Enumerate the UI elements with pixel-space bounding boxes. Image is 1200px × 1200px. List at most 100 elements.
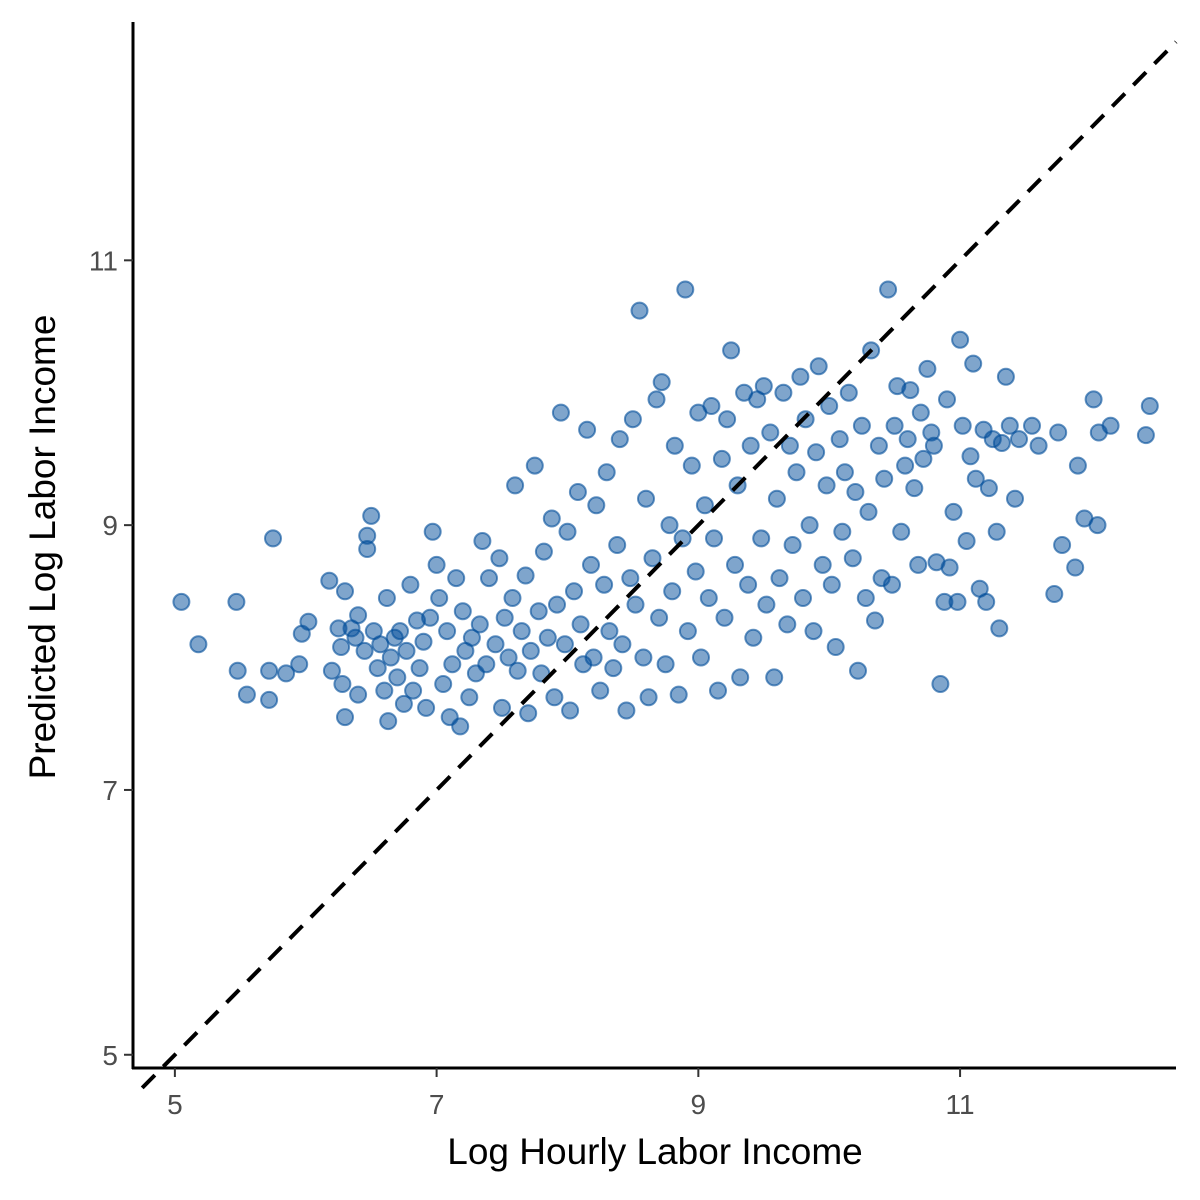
data-point: [332, 638, 351, 656]
data-point: [1045, 585, 1064, 603]
data-point: [656, 655, 675, 674]
data-point: [529, 602, 548, 621]
data-point: [702, 397, 721, 415]
data-point: [757, 595, 776, 614]
data-point: [678, 622, 697, 641]
y-tick-label: 9: [102, 510, 118, 541]
data-point: [885, 416, 904, 435]
data-point: [712, 449, 731, 468]
data-point: [417, 698, 436, 717]
data-point: [992, 434, 1011, 452]
data-point: [548, 595, 566, 614]
data-point: [584, 648, 603, 667]
data-point: [804, 622, 823, 641]
data-point: [1088, 516, 1107, 535]
data-point: [470, 615, 489, 634]
data-point: [1140, 397, 1159, 415]
data-point: [676, 280, 695, 299]
data-point: [718, 410, 737, 429]
data-point: [813, 555, 832, 574]
data-point: [957, 532, 976, 550]
data-point: [669, 685, 688, 704]
data-point: [508, 661, 527, 680]
data-point: [1023, 416, 1041, 435]
data-point: [961, 447, 980, 466]
data-point: [404, 681, 423, 700]
data-point: [394, 694, 413, 713]
data-point: [794, 589, 812, 607]
data-point: [578, 420, 597, 439]
data-point: [595, 575, 614, 594]
data-point: [453, 602, 472, 621]
data-point: [826, 638, 845, 656]
data-point: [516, 566, 535, 585]
data-point: [495, 608, 514, 627]
data-point: [1066, 558, 1085, 577]
data-point: [473, 532, 492, 550]
data-point: [807, 443, 826, 462]
x-tick-label: 5: [167, 1089, 183, 1120]
y-axis-title: Predicted Log Labor Income: [22, 315, 63, 780]
data-point: [830, 430, 849, 449]
data-point: [379, 712, 398, 731]
data-point: [630, 301, 649, 320]
data-point: [1084, 390, 1103, 409]
data-point: [709, 681, 727, 700]
data-point: [695, 496, 714, 515]
data-point: [423, 522, 442, 541]
data-point: [512, 622, 531, 641]
data-point: [726, 555, 744, 574]
data-point: [744, 628, 763, 647]
data-point: [911, 403, 930, 422]
data-point: [924, 436, 943, 455]
data-point: [787, 463, 806, 482]
data-point: [410, 659, 429, 678]
data-point: [264, 529, 282, 548]
y-tick-label: 5: [102, 1040, 118, 1071]
x-tick-label: 7: [429, 1089, 445, 1120]
data-point: [377, 589, 396, 607]
data-point: [582, 555, 600, 574]
data-point: [767, 489, 786, 508]
data-point: [914, 449, 933, 468]
data-point: [938, 390, 956, 409]
data-point: [770, 569, 789, 588]
data-point: [918, 359, 937, 378]
data-point: [462, 628, 481, 647]
data-point: [1068, 456, 1087, 475]
data-point: [944, 502, 963, 521]
y-tick-label: 7: [102, 775, 118, 806]
data-point: [401, 575, 420, 594]
data-point: [336, 582, 354, 601]
points-layer: [172, 280, 1159, 736]
data-point: [587, 496, 606, 515]
data-point: [951, 330, 970, 349]
data-point: [189, 635, 208, 654]
data-point: [597, 463, 616, 482]
data-point: [506, 476, 525, 495]
data-point: [290, 655, 309, 674]
data-point: [977, 592, 996, 611]
data-point: [610, 430, 629, 449]
data-point: [892, 522, 911, 541]
data-point: [503, 589, 522, 607]
data-point: [650, 608, 669, 627]
data-point: [699, 589, 718, 607]
data-point: [571, 615, 590, 634]
data-point: [856, 589, 875, 607]
data-point: [715, 608, 734, 627]
data-point: [608, 536, 627, 554]
data-point: [346, 628, 365, 647]
data-point: [879, 280, 898, 299]
data-point: [591, 681, 610, 700]
data-point: [705, 529, 723, 548]
data-point: [381, 648, 400, 667]
data-point: [561, 701, 580, 720]
data-point: [623, 410, 642, 429]
data-point: [391, 622, 409, 641]
data-point: [1053, 536, 1072, 554]
data-point: [388, 668, 407, 687]
data-point: [451, 717, 470, 736]
data-point: [722, 341, 741, 360]
